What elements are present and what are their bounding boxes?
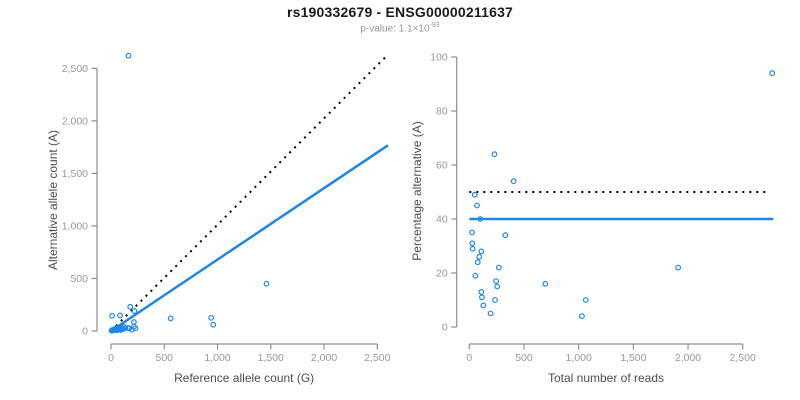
figure-subtitle: p-value: 1.1×10-93 bbox=[0, 22, 800, 34]
y-tick-label: 2,500 bbox=[62, 63, 88, 75]
x-tick-label: 1,500 bbox=[258, 352, 284, 364]
data-point bbox=[125, 52, 132, 59]
data-point bbox=[472, 272, 479, 279]
data-point bbox=[495, 264, 502, 271]
data-point bbox=[487, 310, 494, 317]
y-tick-label: 1,500 bbox=[62, 168, 88, 180]
data-point bbox=[122, 325, 129, 332]
data-point bbox=[510, 178, 517, 185]
data-point bbox=[492, 297, 498, 303]
x-tick-label: 0 bbox=[108, 352, 114, 364]
identity-line bbox=[110, 56, 387, 332]
data-point bbox=[471, 191, 478, 198]
y-tick-label: 80 bbox=[436, 106, 448, 118]
data-point bbox=[132, 325, 139, 332]
data-point bbox=[582, 297, 589, 303]
y-tick-label: 100 bbox=[430, 52, 448, 64]
data-point bbox=[117, 312, 123, 319]
x-tick-label: 2,500 bbox=[730, 352, 756, 364]
x-tick-label: 1,000 bbox=[204, 352, 230, 364]
data-point bbox=[491, 151, 498, 158]
data-point bbox=[494, 283, 501, 290]
x-tick-label: 2,000 bbox=[675, 352, 701, 364]
x-tick-label: 500 bbox=[155, 352, 173, 364]
data-point bbox=[210, 321, 217, 328]
y-tick-label: 40 bbox=[436, 214, 448, 226]
x-axis-title: Reference allele count (G) bbox=[174, 371, 314, 385]
x-tick-label: 1,000 bbox=[566, 352, 592, 364]
x-tick-label: 2,000 bbox=[311, 352, 337, 364]
fit-line bbox=[110, 144, 389, 333]
y-tick-label: 500 bbox=[70, 273, 88, 285]
data-point bbox=[469, 240, 476, 247]
data-point bbox=[478, 248, 485, 255]
pvalue-text: p-value: 1.1×10 bbox=[360, 23, 430, 35]
data-point bbox=[476, 253, 483, 260]
y-tick-label: 1,000 bbox=[62, 220, 88, 232]
y-tick-label: 2,000 bbox=[62, 115, 88, 127]
data-point bbox=[542, 280, 549, 287]
data-point bbox=[109, 312, 115, 319]
x-tick-label: 1,500 bbox=[620, 352, 646, 364]
data-point bbox=[478, 294, 485, 301]
data-point bbox=[131, 319, 137, 325]
pvalue-exponent: -93 bbox=[429, 22, 440, 29]
data-point bbox=[477, 216, 484, 222]
y-tick-label: 60 bbox=[436, 160, 448, 172]
data-point bbox=[493, 278, 499, 285]
data-point bbox=[127, 303, 134, 310]
x-tick-label: 500 bbox=[515, 352, 533, 364]
data-point bbox=[502, 232, 509, 239]
x-axis-title: Total number of reads bbox=[548, 371, 664, 385]
data-point bbox=[208, 314, 215, 321]
data-point bbox=[478, 289, 485, 295]
y-axis-title: Alternative allele count (A) bbox=[46, 130, 60, 270]
data-point bbox=[469, 245, 476, 252]
x-tick-label: 2,500 bbox=[364, 352, 390, 364]
data-point bbox=[469, 229, 475, 236]
data-point bbox=[474, 259, 481, 266]
data-point bbox=[769, 70, 776, 77]
data-point bbox=[131, 308, 138, 314]
data-point bbox=[579, 313, 585, 320]
y-tick-label: 20 bbox=[436, 268, 448, 280]
y-axis-title: Percentage alternative (A) bbox=[410, 121, 424, 260]
data-point bbox=[480, 302, 487, 309]
x-tick-label: 0 bbox=[466, 352, 472, 364]
y-tick-label: 0 bbox=[82, 326, 88, 338]
data-point bbox=[263, 280, 270, 287]
y-tick-label: 0 bbox=[442, 322, 448, 334]
data-point bbox=[474, 202, 480, 209]
data-point bbox=[167, 315, 174, 322]
figure-title: rs190332679 - ENSG00000211637 bbox=[286, 4, 514, 20]
data-point bbox=[675, 264, 682, 271]
